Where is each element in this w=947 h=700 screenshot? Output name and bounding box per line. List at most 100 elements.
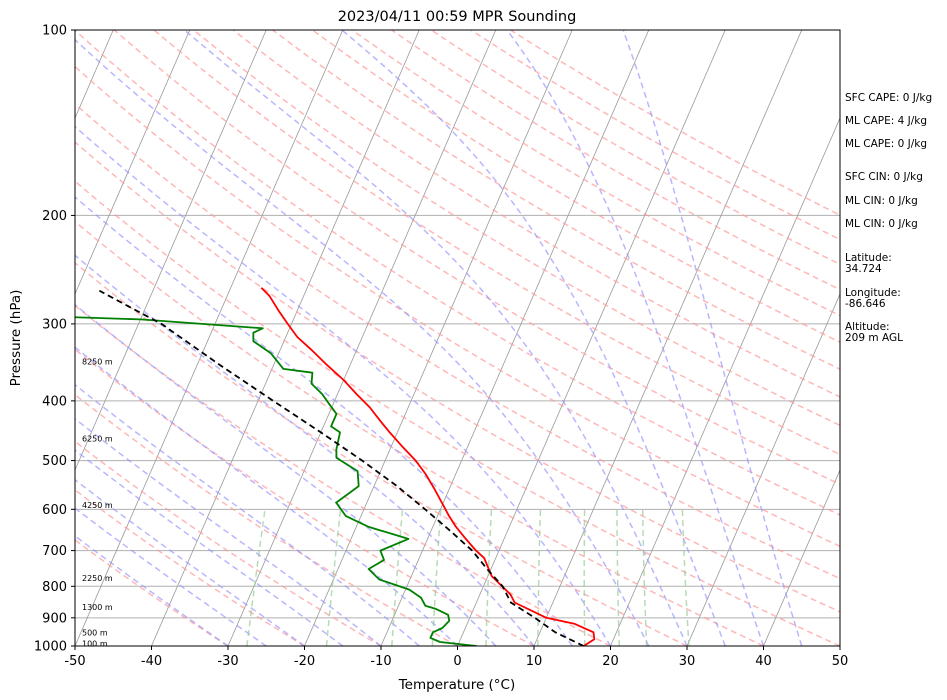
plot-frame bbox=[74, 29, 841, 647]
y-tick-label: 300 bbox=[42, 317, 67, 332]
x-tick-label: -20 bbox=[294, 654, 315, 669]
moist-adiabat bbox=[75, 196, 573, 646]
moist-adiabat bbox=[75, 478, 305, 646]
dry-adiabat bbox=[75, 220, 764, 646]
mixing-ratio-line bbox=[431, 509, 442, 646]
ml-cape-text: ML CAPE: 4 J/kg bbox=[845, 115, 928, 127]
isotherm-line bbox=[227, 30, 497, 646]
background-lines bbox=[75, 30, 840, 646]
x-tick-label: 50 bbox=[832, 654, 849, 669]
isotherm-line bbox=[457, 30, 726, 646]
isotherm-line bbox=[304, 30, 573, 646]
sfc-cape-text: SFC CAPE: 0 J/kg bbox=[845, 92, 933, 104]
dry-adiabat bbox=[75, 539, 229, 646]
y-tick-label: 200 bbox=[42, 209, 67, 224]
dry-adiabat bbox=[351, 30, 840, 317]
dry-adiabat bbox=[311, 30, 840, 343]
moist-adiabat bbox=[75, 449, 344, 646]
ml-cin-text: ML CIN: 0 J/kg bbox=[845, 195, 918, 207]
moist-adiabat bbox=[75, 125, 612, 646]
y-tick-label: 100 bbox=[42, 24, 67, 39]
isotherm-line bbox=[380, 30, 650, 646]
dry-adiabat bbox=[75, 180, 840, 646]
x-axis-label: Temperature (°C) bbox=[398, 677, 516, 693]
y-tick-label: 600 bbox=[42, 503, 67, 518]
moist-adiabat bbox=[506, 30, 765, 646]
dewpoint-line bbox=[75, 316, 477, 646]
x-tick-label: -30 bbox=[217, 654, 238, 669]
moist-adiabat bbox=[75, 303, 497, 646]
ml-cin-text-2: ML CIN: 0 J/kg bbox=[845, 218, 918, 230]
dry-adiabat bbox=[75, 65, 840, 548]
latitude-text: Latitude: 34.724 bbox=[845, 252, 892, 275]
isotherm-line bbox=[75, 30, 267, 472]
y-tick-label: 900 bbox=[42, 611, 67, 626]
moist-adiabat bbox=[75, 383, 420, 646]
height-label: 6250 m bbox=[82, 434, 113, 443]
altitude-text: Altitude: 209 m AGL bbox=[845, 321, 903, 344]
mixing-ratio-line bbox=[246, 509, 266, 646]
x-tick-label: 10 bbox=[526, 654, 543, 669]
dry-adiabat bbox=[75, 440, 382, 646]
moist-adiabat bbox=[75, 507, 267, 646]
height-label: 4250 m bbox=[82, 501, 113, 510]
data-series bbox=[75, 287, 596, 646]
isotherm-line bbox=[75, 30, 191, 296]
moist-adiabat bbox=[75, 417, 382, 646]
y-tick-label: 400 bbox=[42, 394, 67, 409]
dry-adiabat bbox=[75, 262, 688, 646]
y-axis-label: Pressure (hPa) bbox=[8, 290, 24, 387]
mixing-ratio-line bbox=[641, 509, 648, 646]
dry-adiabat bbox=[153, 30, 840, 456]
chart-title: 2023/04/11 00:59 MPR Sounding bbox=[338, 9, 577, 25]
moist-adiabat bbox=[75, 346, 459, 646]
height-label: 500 m bbox=[82, 628, 108, 637]
x-tick-label: 30 bbox=[679, 654, 696, 669]
y-axis: 1000 900 800 700 600 500 400 300 200 100 bbox=[34, 24, 75, 655]
isotherm-line bbox=[151, 30, 420, 646]
dry-adiabat bbox=[75, 304, 611, 646]
height-label: 1300 m bbox=[82, 603, 113, 612]
height-labels: 8250 m 6250 m 4250 m 2250 m 1300 m 500 m 100 m bbox=[82, 357, 113, 648]
moist-adiabat bbox=[183, 30, 688, 646]
moist-adiabat bbox=[75, 534, 229, 646]
height-label: 2250 m bbox=[82, 574, 113, 583]
x-tick-label: -50 bbox=[64, 654, 85, 669]
dry-adiabat bbox=[75, 30, 840, 516]
parcel-line bbox=[98, 289, 585, 646]
y-tick-label: 1000 bbox=[34, 640, 67, 655]
dry-adiabat bbox=[75, 348, 535, 646]
dry-adiabat bbox=[75, 102, 840, 580]
moist-adiabat bbox=[75, 38, 650, 646]
x-axis: -50 -40 -30 -20 -10 0 10 20 30 40 50 bbox=[64, 646, 848, 669]
mixing-ratio-line bbox=[537, 509, 542, 646]
x-tick-label: -40 bbox=[141, 654, 162, 669]
mixing-ratio-line bbox=[325, 509, 342, 646]
mixing-ratio-line bbox=[391, 509, 404, 646]
y-tick-label: 700 bbox=[42, 544, 67, 559]
mixing-ratio-line bbox=[681, 509, 690, 646]
x-tick-label: -10 bbox=[370, 654, 391, 669]
sfc-cin-text: SFC CIN: 0 J/kg bbox=[845, 171, 923, 183]
isotherm-line bbox=[686, 292, 840, 646]
isotherm-line bbox=[75, 30, 344, 646]
longitude-text: Longitude: -86.646 bbox=[845, 287, 901, 310]
height-label: 8250 m bbox=[82, 357, 113, 366]
dry-adiabat bbox=[75, 141, 840, 613]
dry-adiabat bbox=[193, 30, 840, 427]
ml-cape-text-2: ML CAPE: 0 J/kg bbox=[845, 138, 928, 150]
mixing-ratio-line bbox=[616, 509, 621, 646]
y-tick-label: 800 bbox=[42, 580, 67, 595]
dry-adiabat bbox=[75, 393, 458, 646]
x-tick-label: 20 bbox=[602, 654, 619, 669]
x-tick-label: 0 bbox=[453, 654, 461, 669]
dry-adiabat bbox=[75, 488, 305, 646]
y-tick-label: 500 bbox=[42, 454, 67, 469]
isotherm-line bbox=[763, 468, 840, 646]
temperature-line bbox=[260, 287, 596, 646]
isotherm-line bbox=[610, 116, 840, 646]
height-label: 100 m bbox=[82, 639, 108, 648]
x-tick-label: 40 bbox=[755, 654, 772, 669]
